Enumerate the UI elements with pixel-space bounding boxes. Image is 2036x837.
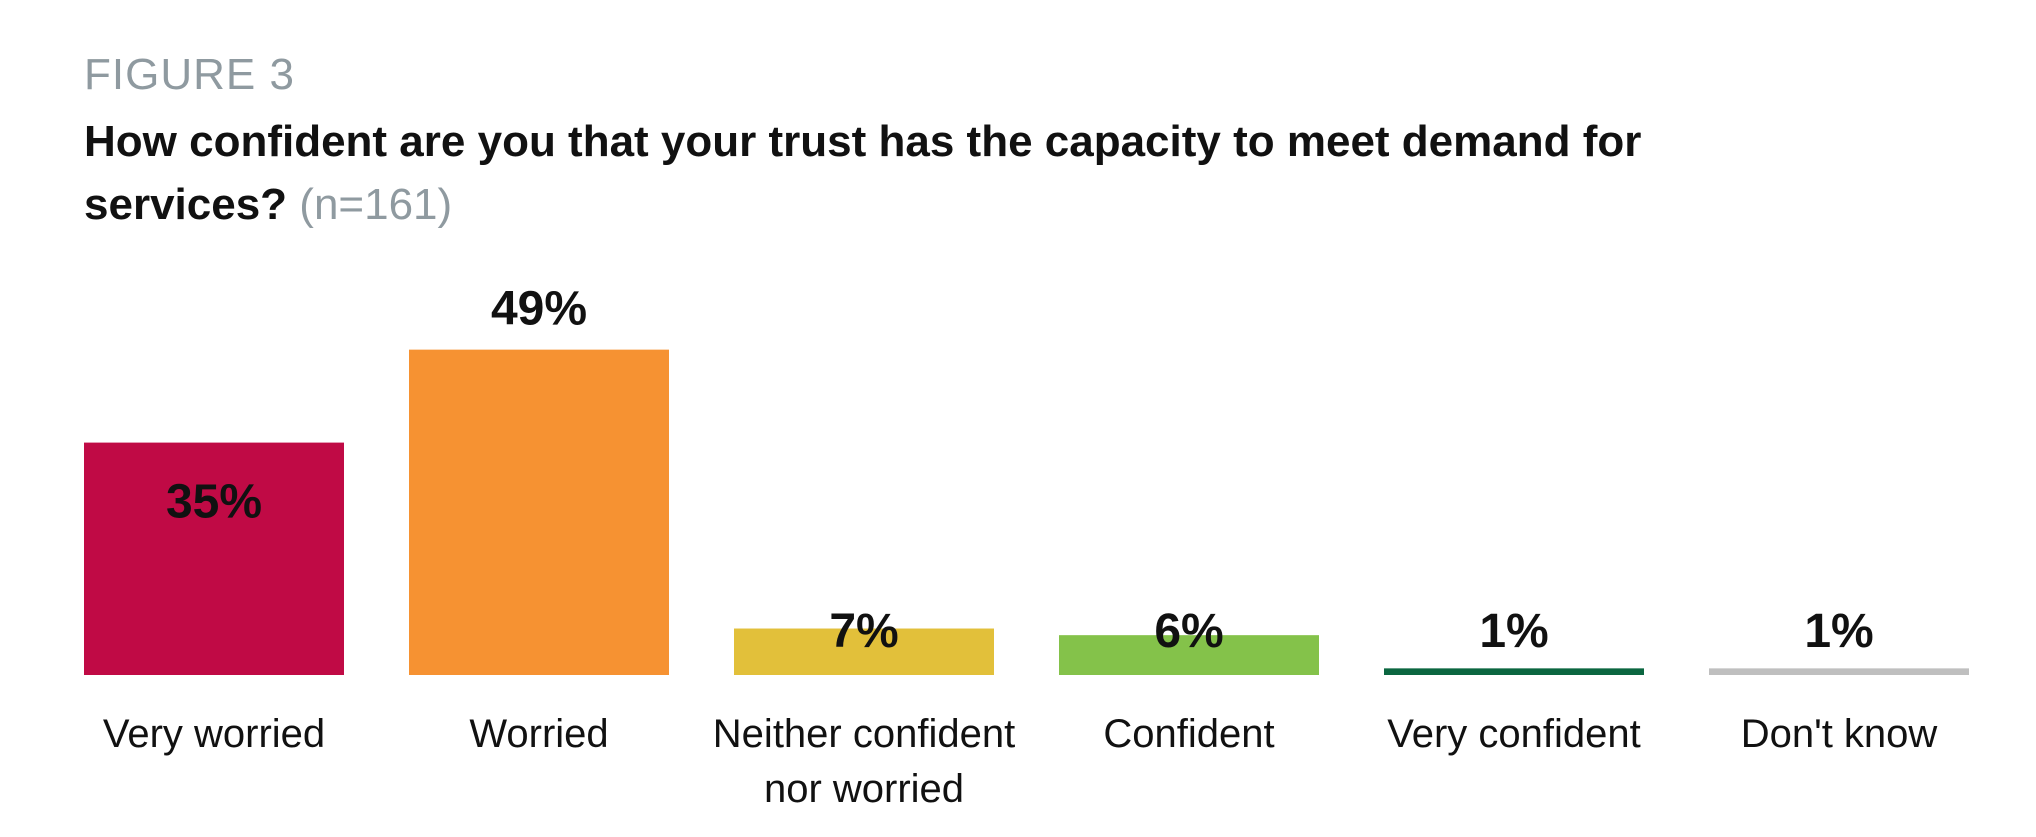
figure-label: FIGURE 3 <box>84 50 295 99</box>
bar-3 <box>1059 635 1319 675</box>
category-label-5-line-0: Don't know <box>1741 712 1938 756</box>
category-label-4-line-0: Very confident <box>1387 712 1641 756</box>
sample-size-note: (n=161) <box>299 180 453 229</box>
bars-group <box>84 349 1969 675</box>
value-label-1: 49% <box>491 283 587 336</box>
value-label-2: 7% <box>829 605 898 658</box>
value-label-4: 1% <box>1479 605 1548 658</box>
category-label-2-line-0: Neither confident <box>713 712 1015 756</box>
value-labels-group: 35% 49% 7% 6% 1% 1% <box>166 283 1874 658</box>
category-labels-group: Very worried Worried Neither confident nor … <box>103 712 1938 811</box>
bar-2 <box>734 628 994 675</box>
bar-0 <box>84 442 344 675</box>
value-label-3: 6% <box>1154 605 1223 658</box>
bar-1 <box>409 349 669 675</box>
value-label-0: 35% <box>166 476 262 529</box>
bar-5 <box>1709 668 1969 675</box>
category-label-2-line-1: nor worried <box>764 767 964 811</box>
category-label-0-line-0: Very worried <box>103 712 325 756</box>
category-label-3-line-0: Confident <box>1103 712 1274 756</box>
value-label-5: 1% <box>1804 605 1873 658</box>
chart-title-text: How confident are you that your trust ha… <box>84 117 1642 229</box>
bar-4 <box>1384 668 1644 675</box>
category-label-1-line-0: Worried <box>469 712 608 756</box>
chart-title: How confident are you that your trust ha… <box>84 110 1784 236</box>
